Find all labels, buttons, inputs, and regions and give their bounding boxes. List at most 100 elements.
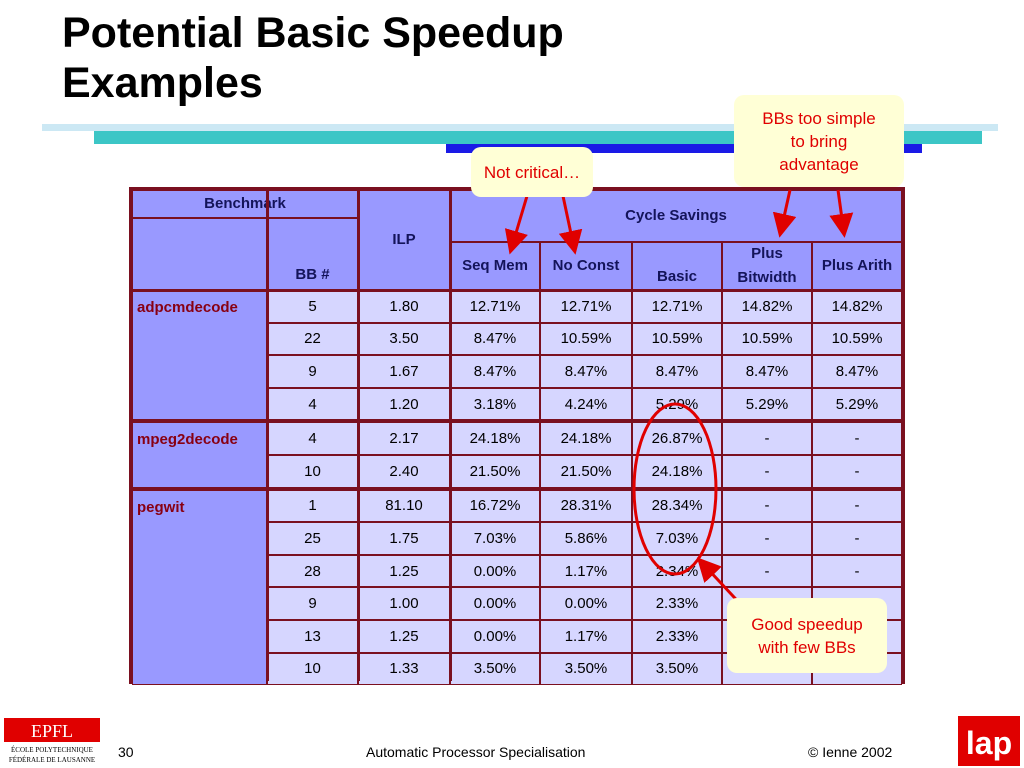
arrow-plus-arith [829, 189, 854, 238]
callout-good-line-1: Good speedup [751, 614, 863, 634]
benchmark-pegwit: pegwit [132, 489, 267, 686]
table-cell: - [722, 489, 812, 523]
footer-copyright: © Ienne 2002 [808, 744, 893, 760]
header-bb: BB # [267, 218, 358, 290]
arrow-no-const [558, 195, 583, 255]
header-col-4: Plus Arith [812, 242, 902, 290]
table-cell: 1.25 [358, 554, 450, 588]
table-cell: 12.71% [450, 290, 540, 323]
epfl-logo: EPFL ÉCOLE POLYTECHNIQUE FÉDÉRALE DE LAU… [4, 718, 100, 764]
epfl-logo-line-1: ÉCOLE POLYTECHNIQUE [11, 746, 93, 754]
table-cell: 2.33% [632, 587, 722, 620]
table-cell: 12.71% [540, 290, 632, 323]
table-cell: 26.87% [632, 422, 722, 455]
title-line-1: Potential Basic Speedup [62, 9, 564, 57]
table-cell: 10 [267, 652, 358, 686]
header-benchmark: Benchmark [132, 190, 358, 218]
callout-bbs-line-2: to bring [790, 131, 848, 151]
callout-good-speedup: Good speedup with few BBs [727, 598, 887, 673]
table-cell: 1.17% [540, 620, 632, 653]
table-cell: 5 [267, 290, 358, 323]
table-cell: 1.00 [358, 587, 450, 620]
table-cell: - [722, 522, 812, 555]
table-cell: 3.50 [358, 322, 450, 356]
table-cell: 13 [267, 620, 358, 653]
row-separator [132, 487, 902, 491]
header-col-3: Plus Bitwidth [722, 242, 812, 290]
row-separator [132, 420, 902, 424]
table-cell: 81.10 [358, 489, 450, 523]
table-cell: 14.82% [722, 290, 812, 323]
table-cell: 10.59% [632, 322, 722, 356]
callout-bbs-line-3: advantage [779, 154, 859, 174]
table-cell: - [812, 455, 902, 488]
table-cell: 21.50% [540, 455, 632, 488]
table-cell: 28 [267, 554, 358, 588]
table-cell: 4 [267, 387, 358, 421]
table-cell: 3.50% [632, 652, 722, 686]
table-cell: 10 [267, 455, 358, 488]
table-cell: 8.47% [540, 355, 632, 388]
table-cell: 28.31% [540, 489, 632, 523]
table-cell: 0.00% [540, 587, 632, 620]
header-benchmark-name [132, 218, 267, 290]
callout-good-line-2: with few BBs [758, 637, 856, 657]
header-cycle-savings: Cycle Savings [450, 190, 902, 242]
table-cell: 10.59% [540, 322, 632, 356]
table-cell: 8.47% [722, 355, 812, 388]
callout-bbs-line-1: BBs too simple [762, 108, 876, 128]
header-col-1-text: No Const [552, 257, 620, 274]
table-cell: 7.03% [450, 522, 540, 555]
table-cell: - [812, 554, 902, 588]
slide-title: Potential Basic Speedup Examples [62, 8, 564, 108]
table-cell: 8.47% [812, 355, 902, 388]
epfl-logo-mark: EPFL [31, 721, 73, 741]
table-cell: 2.33% [632, 620, 722, 653]
table-cell: 0.00% [450, 620, 540, 653]
table-cell: 0.00% [450, 554, 540, 588]
callout-not-critical-text: Not critical… [483, 162, 581, 182]
decor-bar-blue [446, 144, 922, 153]
lap-logo: lap [958, 716, 1020, 766]
col-separator [357, 190, 360, 681]
table-cell: 8.47% [632, 355, 722, 388]
table-cell: 1.25 [358, 620, 450, 653]
table-cell: 21.50% [450, 455, 540, 488]
epfl-logo-line-2: FÉDÉRALE DE LAUSANNE [9, 756, 95, 764]
header-ilp: ILP [358, 190, 450, 290]
col-separator [449, 190, 452, 681]
table-cell: 3.50% [450, 652, 540, 686]
table-cell: 0.00% [450, 587, 540, 620]
header-col-3-text: Plus Bitwidth [737, 245, 797, 286]
table-cell: 8.47% [450, 355, 540, 388]
table-cell: 5.29% [812, 387, 902, 421]
table-cell: - [812, 422, 902, 455]
table-cell: - [722, 554, 812, 588]
header-col-1: No Const [540, 242, 632, 290]
table-cell: 9 [267, 355, 358, 388]
table-cell: - [812, 522, 902, 555]
table-cell: 24.18% [632, 455, 722, 488]
table-cell: 1.67 [358, 355, 450, 388]
table-cell: 5.86% [540, 522, 632, 555]
table-cell: 14.82% [812, 290, 902, 323]
benchmark-adpcmdecode: adpcmdecode [132, 290, 267, 421]
title-line-2: Examples [62, 59, 263, 107]
table-cell: 1.20 [358, 387, 450, 421]
row-separator [132, 289, 902, 292]
table-cell: - [722, 455, 812, 488]
table-cell: 5.29% [722, 387, 812, 421]
callout-bbs-too-simple: BBs too simple to bring advantage [734, 95, 904, 187]
page-number: 30 [118, 744, 134, 760]
col-separator [266, 190, 269, 681]
table-cell: 8.47% [450, 322, 540, 356]
table-cell: 4 [267, 422, 358, 455]
highlight-ellipse [632, 402, 718, 576]
table-cell: 24.18% [450, 422, 540, 455]
arrow-seq-mem [504, 195, 529, 255]
table-cell: 4.24% [540, 387, 632, 421]
table-cell: 28.34% [632, 489, 722, 523]
lap-logo-text: lap [966, 725, 1012, 761]
callout-not-critical: Not critical… [471, 147, 593, 197]
